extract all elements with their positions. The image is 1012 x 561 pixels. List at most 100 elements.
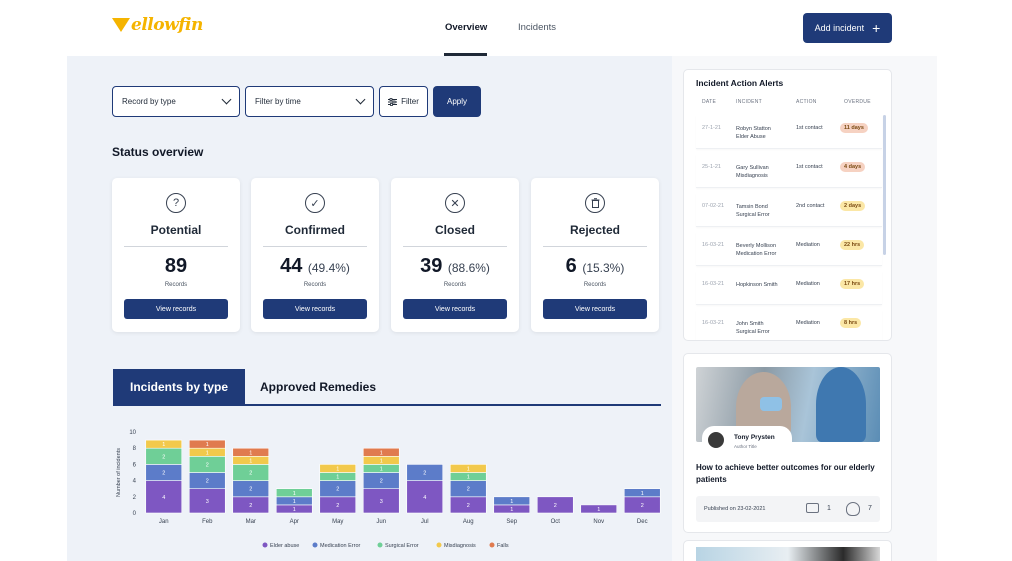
article-image-2 (696, 547, 880, 561)
article-card[interactable]: Tony Prysten Author Title How to achieve… (683, 353, 892, 533)
card-divider (403, 246, 507, 247)
bar-data-label: 1 (293, 499, 296, 505)
filter-button[interactable]: Filter (379, 86, 428, 117)
time-filter-select[interactable]: Filter by time (245, 86, 374, 117)
plus-icon: + (872, 20, 881, 36)
bar-segment (188, 488, 226, 514)
alert-incident: Beverly Mollison Medication Error (736, 242, 792, 258)
alerts-scrollbar[interactable] (883, 115, 886, 255)
add-incident-button[interactable]: Add incident + (803, 13, 892, 43)
clap-icon[interactable] (846, 502, 860, 516)
chevron-down-icon (355, 94, 366, 105)
alert-type: Medication Error (736, 251, 777, 257)
alert-incident: Hopkinson Smith (736, 281, 792, 289)
view-records-button[interactable]: View records (403, 299, 507, 319)
card-divider (263, 246, 367, 247)
top-nav: ellowfin Overview Incidents Add incident… (0, 0, 1012, 56)
alert-name: John Smith (736, 321, 764, 327)
overdue-badge: 11 days (840, 123, 868, 133)
incident-action-alerts-panel: Incident Action Alerts DATE INCIDENT ACT… (683, 69, 892, 341)
bar-data-label: 3 (206, 499, 209, 505)
alert-date: 25-1-21 (702, 164, 721, 170)
col-action: ACTION (796, 99, 817, 105)
x-tick-label: Sep (506, 519, 517, 525)
alert-row[interactable]: 16-03-21 Hopkinson Smith Mediation 17 hrs (696, 271, 882, 305)
article-card-2[interactable] (683, 540, 892, 561)
alert-incident: John Smith Surgical Error (736, 320, 792, 336)
bar-data-label: 2 (249, 471, 252, 477)
comment-count: 1 (827, 505, 831, 512)
bar-data-label: 1 (467, 475, 470, 481)
x-tick-label: Jan (159, 519, 169, 525)
comment-icon[interactable] (806, 503, 819, 513)
yellowfin-logo[interactable]: ellowfin (112, 15, 203, 35)
bar-segment (493, 496, 531, 506)
bar-segment (580, 504, 618, 514)
bar-data-label: 4 (162, 495, 165, 501)
trash-icon (585, 193, 605, 213)
y-tick-label: 0 (133, 511, 137, 517)
alert-action: 2nd contact (796, 203, 825, 209)
y-tick-label: 2 (133, 495, 137, 501)
view-records-button[interactable]: View records (263, 299, 367, 319)
bar-data-label: 1 (597, 507, 600, 513)
alert-incident: Robyn Statton Elder Abuse (736, 125, 792, 141)
x-tick-label: Aug (463, 519, 474, 525)
tab-approved-remedies[interactable]: Approved Remedies (260, 380, 377, 394)
alert-row[interactable]: 07-02-21 Tamsin Bond Surgical Error 2nd con… (696, 193, 882, 227)
bar-data-label: 3 (380, 499, 383, 505)
x-tick-label: May (332, 519, 343, 525)
bar-data-label: 2 (162, 471, 165, 477)
record-type-select[interactable]: Record by type (112, 86, 240, 117)
alerts-title: Incident Action Alerts (696, 78, 784, 88)
check-icon: ✓ (305, 193, 325, 213)
bar-data-label: 1 (206, 442, 209, 448)
logo-mark-icon (112, 18, 130, 32)
card-label: Closed (434, 223, 475, 237)
alert-date: 27-1-21 (702, 125, 721, 131)
bar-data-label: 1 (380, 466, 383, 472)
apply-button[interactable]: Apply (433, 86, 481, 117)
alert-action: Mediation (796, 320, 820, 326)
alert-action: Mediation (796, 281, 820, 287)
legend-label: Falls (497, 543, 509, 549)
sliders-icon (388, 97, 398, 106)
filter-label: Filter (401, 97, 419, 106)
tab-overview[interactable]: Overview (445, 22, 488, 33)
alert-incident: Gary Sullivan Misdiagnosis (736, 164, 792, 180)
alert-type: Surgical Error (736, 212, 770, 218)
view-records-button[interactable]: View records (124, 299, 228, 319)
bar-data-label: 2 (249, 503, 252, 509)
tab-incidents[interactable]: Incidents (518, 22, 557, 33)
col-overdue: OVERDUE (844, 99, 871, 105)
alert-row[interactable]: 25-1-21 Gary Sullivan Misdiagnosis 1st cont… (696, 154, 882, 188)
bar-data-label: 2 (336, 487, 339, 493)
clap-count: 7 (868, 505, 872, 512)
status-overview-title: Status overview (112, 145, 204, 159)
bar-segment (449, 464, 487, 473)
view-records-button[interactable]: View records (543, 299, 647, 319)
bar-data-label: 2 (336, 503, 339, 509)
bar-data-label: 2 (162, 454, 165, 460)
legend-label: Elder abuse (270, 543, 299, 549)
alert-name: Robyn Statton (736, 126, 771, 132)
tab-incidents-by-type[interactable]: Incidents by type (113, 369, 245, 404)
bar-data-label: 1 (206, 450, 209, 456)
bar-data-label: 1 (336, 475, 339, 481)
overdue-badge: 17 hrs (840, 279, 865, 289)
alert-row[interactable]: 16-03-21 John Smith Surgical Error Mediatio… (696, 310, 882, 340)
alert-name: Hopkinson Smith (736, 282, 778, 288)
active-tab-indicator (444, 53, 487, 56)
alert-row[interactable]: 27-1-21 Robyn Statton Elder Abuse 1st conta… (696, 115, 882, 149)
article-title[interactable]: How to achieve better outcomes for our e… (696, 463, 875, 484)
status-card-closed: ✕ Closed 39 (88.6%) Records View records (391, 178, 519, 332)
author-title: Author Title (734, 444, 757, 449)
bar-segment (362, 488, 400, 514)
bar-segment (406, 464, 444, 481)
card-count: 39 (88.6%) (420, 255, 490, 277)
bar-data-label: 2 (423, 471, 426, 477)
bar-data-label: 2 (249, 487, 252, 493)
alert-row[interactable]: 16-03-21 Beverly Mollison Medication Error… (696, 232, 882, 266)
card-divider (543, 246, 647, 247)
bar-data-label: 2 (206, 479, 209, 485)
